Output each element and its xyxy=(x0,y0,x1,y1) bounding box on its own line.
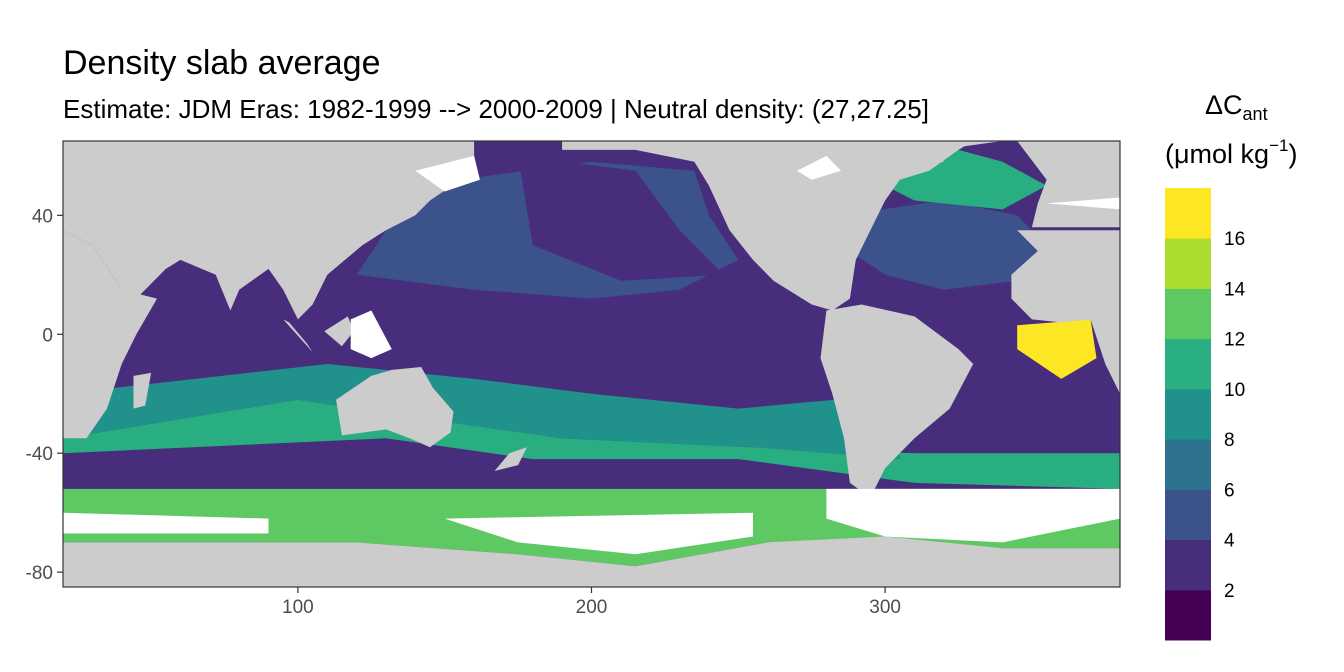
x-tick-label: 300 xyxy=(869,597,901,618)
unsampled-area xyxy=(797,155,842,180)
unsampled-area xyxy=(63,512,269,534)
legend-color-bin xyxy=(1165,439,1211,490)
legend-title-superscript: −1 xyxy=(1269,136,1288,155)
unsampled-area xyxy=(444,512,753,555)
x-tick-label: 100 xyxy=(282,597,314,618)
y-axis: 40 0 -40 -80 xyxy=(26,206,63,584)
land-mass xyxy=(1011,230,1120,394)
legend-color-bin xyxy=(1165,489,1211,541)
land-mass xyxy=(324,316,354,347)
x-tick-label: 200 xyxy=(576,597,608,618)
unsampled-area xyxy=(1046,197,1120,210)
legend-colorbar xyxy=(1165,188,1211,641)
legend-color-bin xyxy=(1165,539,1211,591)
y-tick-label: 0 xyxy=(42,325,53,346)
chart-subtitle: Estimate: JDM Eras: 1982-1999 --> 2000-2… xyxy=(63,94,929,124)
ocean-region xyxy=(885,149,1047,210)
legend-tick-label: 6 xyxy=(1224,480,1235,501)
ocean-region xyxy=(518,155,724,281)
unsampled-areas xyxy=(63,155,1120,555)
land-mass xyxy=(63,230,157,439)
legend-tick-label: 16 xyxy=(1224,229,1245,250)
land-mass xyxy=(562,141,974,311)
land-mass xyxy=(336,367,454,448)
land-mass xyxy=(820,304,974,498)
ocean-region xyxy=(386,310,856,379)
land-mass xyxy=(133,372,152,409)
y-tick-label: 40 xyxy=(32,206,53,227)
legend-color-bin xyxy=(1165,238,1211,289)
unsampled-area xyxy=(350,310,392,359)
legend-color-bin xyxy=(1165,589,1211,641)
legend: ΔCant (μmol kg−1) 2 4 6 8 10 12 14 16 xyxy=(1165,90,1297,641)
legend-tick-label: 12 xyxy=(1224,330,1245,351)
y-tick-label: -80 xyxy=(26,563,53,584)
ocean-region xyxy=(151,319,328,359)
legend-tick-label: 4 xyxy=(1224,531,1235,552)
map-panel xyxy=(62,140,1121,588)
ocean-region xyxy=(1017,319,1097,379)
legend-color-bin xyxy=(1165,288,1211,340)
y-tick-label: -40 xyxy=(26,444,53,465)
unsampled-area xyxy=(826,488,1120,543)
unsampled-area xyxy=(415,155,480,192)
legend-title-subscript: ant xyxy=(1243,104,1268,124)
ocean-region xyxy=(973,358,1062,400)
land-mass xyxy=(63,141,475,320)
legend-color-bin xyxy=(1165,338,1211,390)
legend-tick-label: 8 xyxy=(1224,430,1235,451)
map-layers xyxy=(63,141,1120,587)
land-mass xyxy=(283,319,313,353)
legend-tick-label: 10 xyxy=(1224,380,1245,401)
legend-color-bin xyxy=(1165,188,1211,239)
legend-ticks: 2 4 6 8 10 12 14 16 xyxy=(1224,229,1246,602)
land-masses xyxy=(63,141,1120,587)
ocean-region xyxy=(841,200,1047,290)
legend-tick-label: 14 xyxy=(1224,279,1246,300)
land-mass xyxy=(494,447,527,471)
land-mass xyxy=(63,536,1120,587)
ocean-region xyxy=(63,364,900,460)
legend-title-line2: (μmol kg−1) xyxy=(1165,136,1297,169)
x-axis: 100 200 300 xyxy=(282,587,901,618)
chart-title: Density slab average xyxy=(63,44,381,82)
land-mass xyxy=(885,141,1003,156)
legend-title-line1: ΔCant xyxy=(1205,90,1268,124)
legend-tick-label: 2 xyxy=(1224,581,1235,602)
legend-color-bin xyxy=(1165,388,1211,440)
